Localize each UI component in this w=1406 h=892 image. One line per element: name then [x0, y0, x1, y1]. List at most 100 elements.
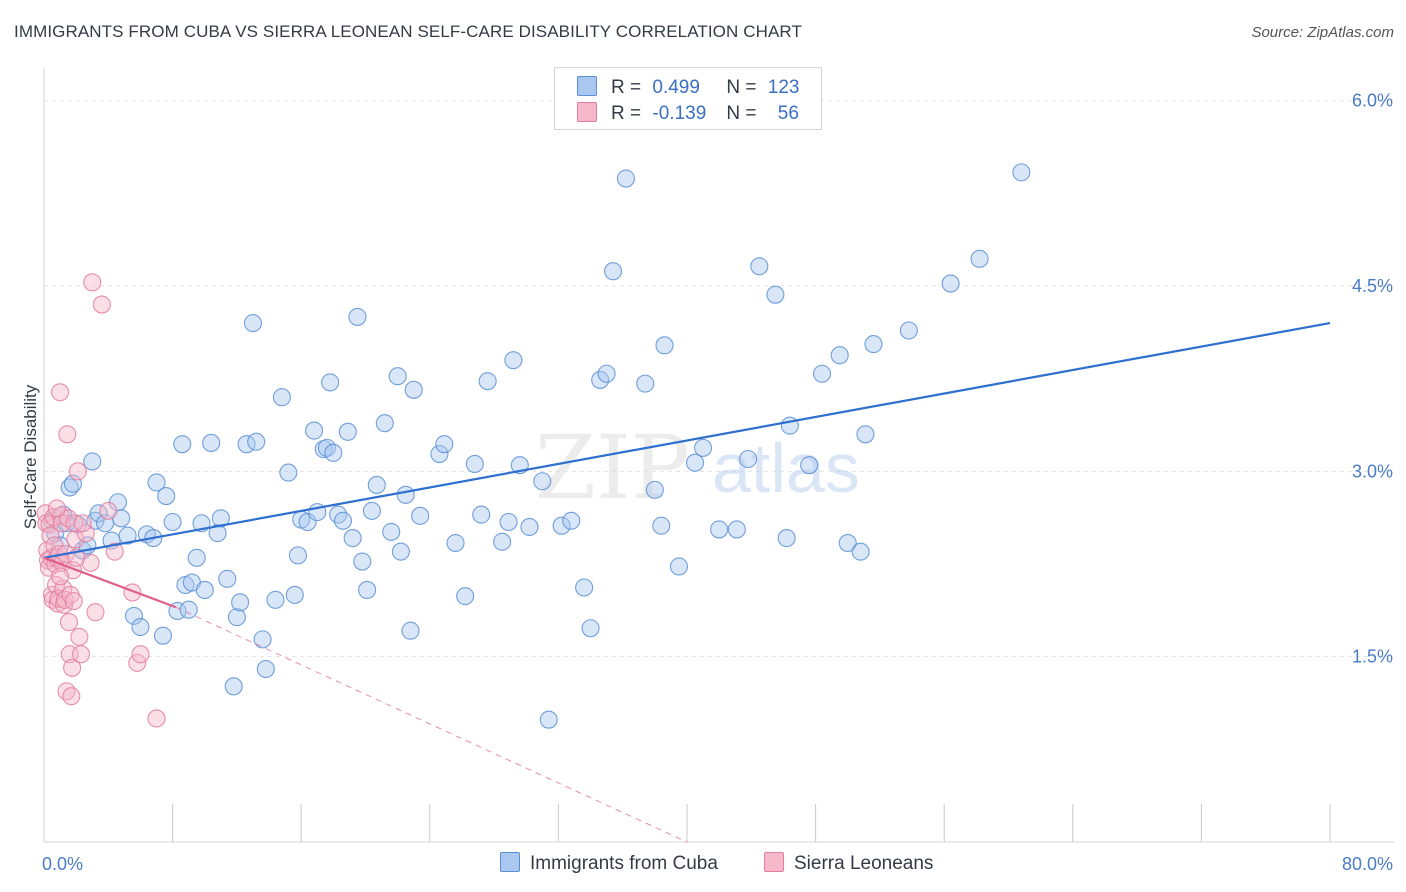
trend-line-sierra-leoneans: [43, 556, 177, 609]
cuba-point-58: [324, 443, 343, 462]
legend-series: Immigrants from Cuba Sierra Leoneans: [0, 852, 1406, 878]
cuba-point-10: [83, 452, 102, 471]
cuba-point-71: [391, 542, 410, 561]
cuba-point-25: [163, 512, 182, 532]
y-tick-label-3: 6.0%: [1352, 91, 1393, 111]
cuba-point-38: [224, 677, 243, 696]
cuba-point-80: [465, 454, 484, 473]
cuba-point-109: [766, 285, 785, 304]
trend-lines: [43, 322, 1331, 843]
sierra-leonean-point-49: [131, 645, 150, 664]
cuba-point-121: [970, 249, 989, 268]
cuba-point-100: [652, 516, 671, 535]
cuba-point-99: [645, 480, 664, 499]
cuba-point-102: [669, 557, 689, 576]
x-tick-label-0: 0.0%: [42, 854, 83, 874]
cuba-point-73: [401, 621, 420, 640]
legend-item-sierra-leoneans[interactable]: Sierra Leoneans: [764, 852, 933, 875]
cuba-point-37: [218, 569, 237, 588]
sierra-leonean-point-53: [51, 567, 70, 586]
cuba-point-79: [456, 587, 475, 606]
cuba-point-104: [694, 438, 713, 457]
cuba-point-85: [504, 351, 523, 370]
legend-swatch-sierra-leoneans: [764, 852, 784, 872]
sierra-leonean-point-6: [41, 526, 60, 545]
cuba-point-98: [636, 374, 655, 393]
cuba-point-101: [655, 336, 674, 355]
legend-n-label: N =: [726, 103, 757, 124]
sierra-leonean-point-23: [55, 595, 74, 614]
cuba-point-49: [285, 585, 304, 604]
cuba-point-96: [604, 262, 623, 281]
cuba-point-84: [499, 512, 518, 532]
legend-swatch-cuba: [500, 852, 520, 872]
cuba-point-120: [941, 274, 960, 293]
y-tick-label-1: 3.0%: [1352, 461, 1393, 481]
sierra-leonean-point-35: [64, 592, 83, 611]
cuba-point-46: [266, 590, 285, 609]
sierra-leonean-point-29: [59, 613, 78, 632]
trend-line-sierra-leoneans-extended: [175, 606, 688, 843]
chart-source: Source: ZipAtlas.com: [1251, 24, 1394, 41]
cuba-point-66: [362, 501, 381, 520]
cuba-point-17: [118, 526, 137, 545]
gridlines: [44, 100, 1390, 658]
cuba-point-18: [124, 606, 144, 625]
cuba-point-91: [562, 511, 581, 530]
sierra-leonean-point-52: [81, 553, 100, 572]
sierra-leonean-point-43: [86, 603, 105, 622]
cuba-point-105: [710, 520, 729, 539]
cuba-point-93: [581, 619, 600, 638]
cuba-point-63: [348, 307, 367, 326]
cuba-point-77: [435, 435, 454, 454]
sierra-leonean-point-46: [105, 542, 124, 561]
cuba-point-69: [382, 522, 401, 541]
sierra-leonean-point-33: [63, 658, 82, 677]
cuba-point-75: [411, 506, 430, 525]
cuba-point-50: [288, 546, 308, 565]
cuba-point-116: [851, 542, 870, 561]
cuba-point-36: [211, 509, 230, 528]
cuba-point-97: [616, 169, 635, 188]
cuba-point-22: [147, 473, 166, 492]
y-tick-label-2: 4.5%: [1352, 276, 1393, 296]
legend-r-label: R =: [611, 103, 642, 124]
cuba-point-59: [329, 505, 348, 524]
cuba-point-118: [864, 335, 883, 354]
legend-r-value: -0.139: [652, 103, 707, 124]
series-sierra-leoneans: [36, 273, 166, 728]
legend-r-label: R =: [611, 77, 642, 98]
legend-row-sierra-leoneans: R = -0.139 N = 56: [577, 102, 799, 126]
sierra-leonean-point-18: [51, 383, 70, 402]
sierra-leonean-point-42: [83, 273, 102, 292]
axes: [43, 68, 1394, 843]
cuba-point-74: [404, 380, 423, 399]
cuba-point-62: [343, 529, 362, 548]
cuba-point-107: [739, 449, 758, 469]
cuba-point-43: [247, 432, 266, 451]
x-tick-label-1: 80.0%: [1342, 854, 1393, 874]
cuba-point-42: [243, 314, 263, 333]
legend-r-value: 0.499: [652, 77, 700, 98]
cuba-point-39: [227, 608, 246, 627]
sierra-leonean-point-51: [73, 514, 92, 533]
sierra-leonean-point-54: [47, 499, 66, 518]
cuba-point-92: [575, 578, 594, 597]
legend-item-cuba[interactable]: Immigrants from Cuba: [500, 852, 718, 875]
cuba-point-45: [256, 659, 275, 679]
cuba-point-60: [333, 511, 353, 530]
legend-n-value: 56: [777, 103, 799, 124]
cuba-point-47: [272, 388, 291, 407]
cuba-point-119: [899, 321, 918, 340]
legend-stats: R = 0.499 N = 123 R = -0.139 N = 56: [554, 67, 822, 130]
cuba-point-31: [187, 548, 206, 567]
tick-labels: 1.5% 3.0% 4.5% 6.0% 0.0% 80.0%: [42, 91, 1393, 874]
cuba-point-76: [430, 445, 449, 464]
cuba-point-87: [520, 517, 539, 537]
cuba-point-33: [195, 580, 214, 600]
sierra-leonean-point-41: [76, 524, 95, 543]
legend-row-cuba: R = 0.499 N = 123: [577, 76, 799, 100]
series-immigrants-from-cuba: [42, 163, 1031, 729]
cuba-point-89: [539, 710, 558, 729]
